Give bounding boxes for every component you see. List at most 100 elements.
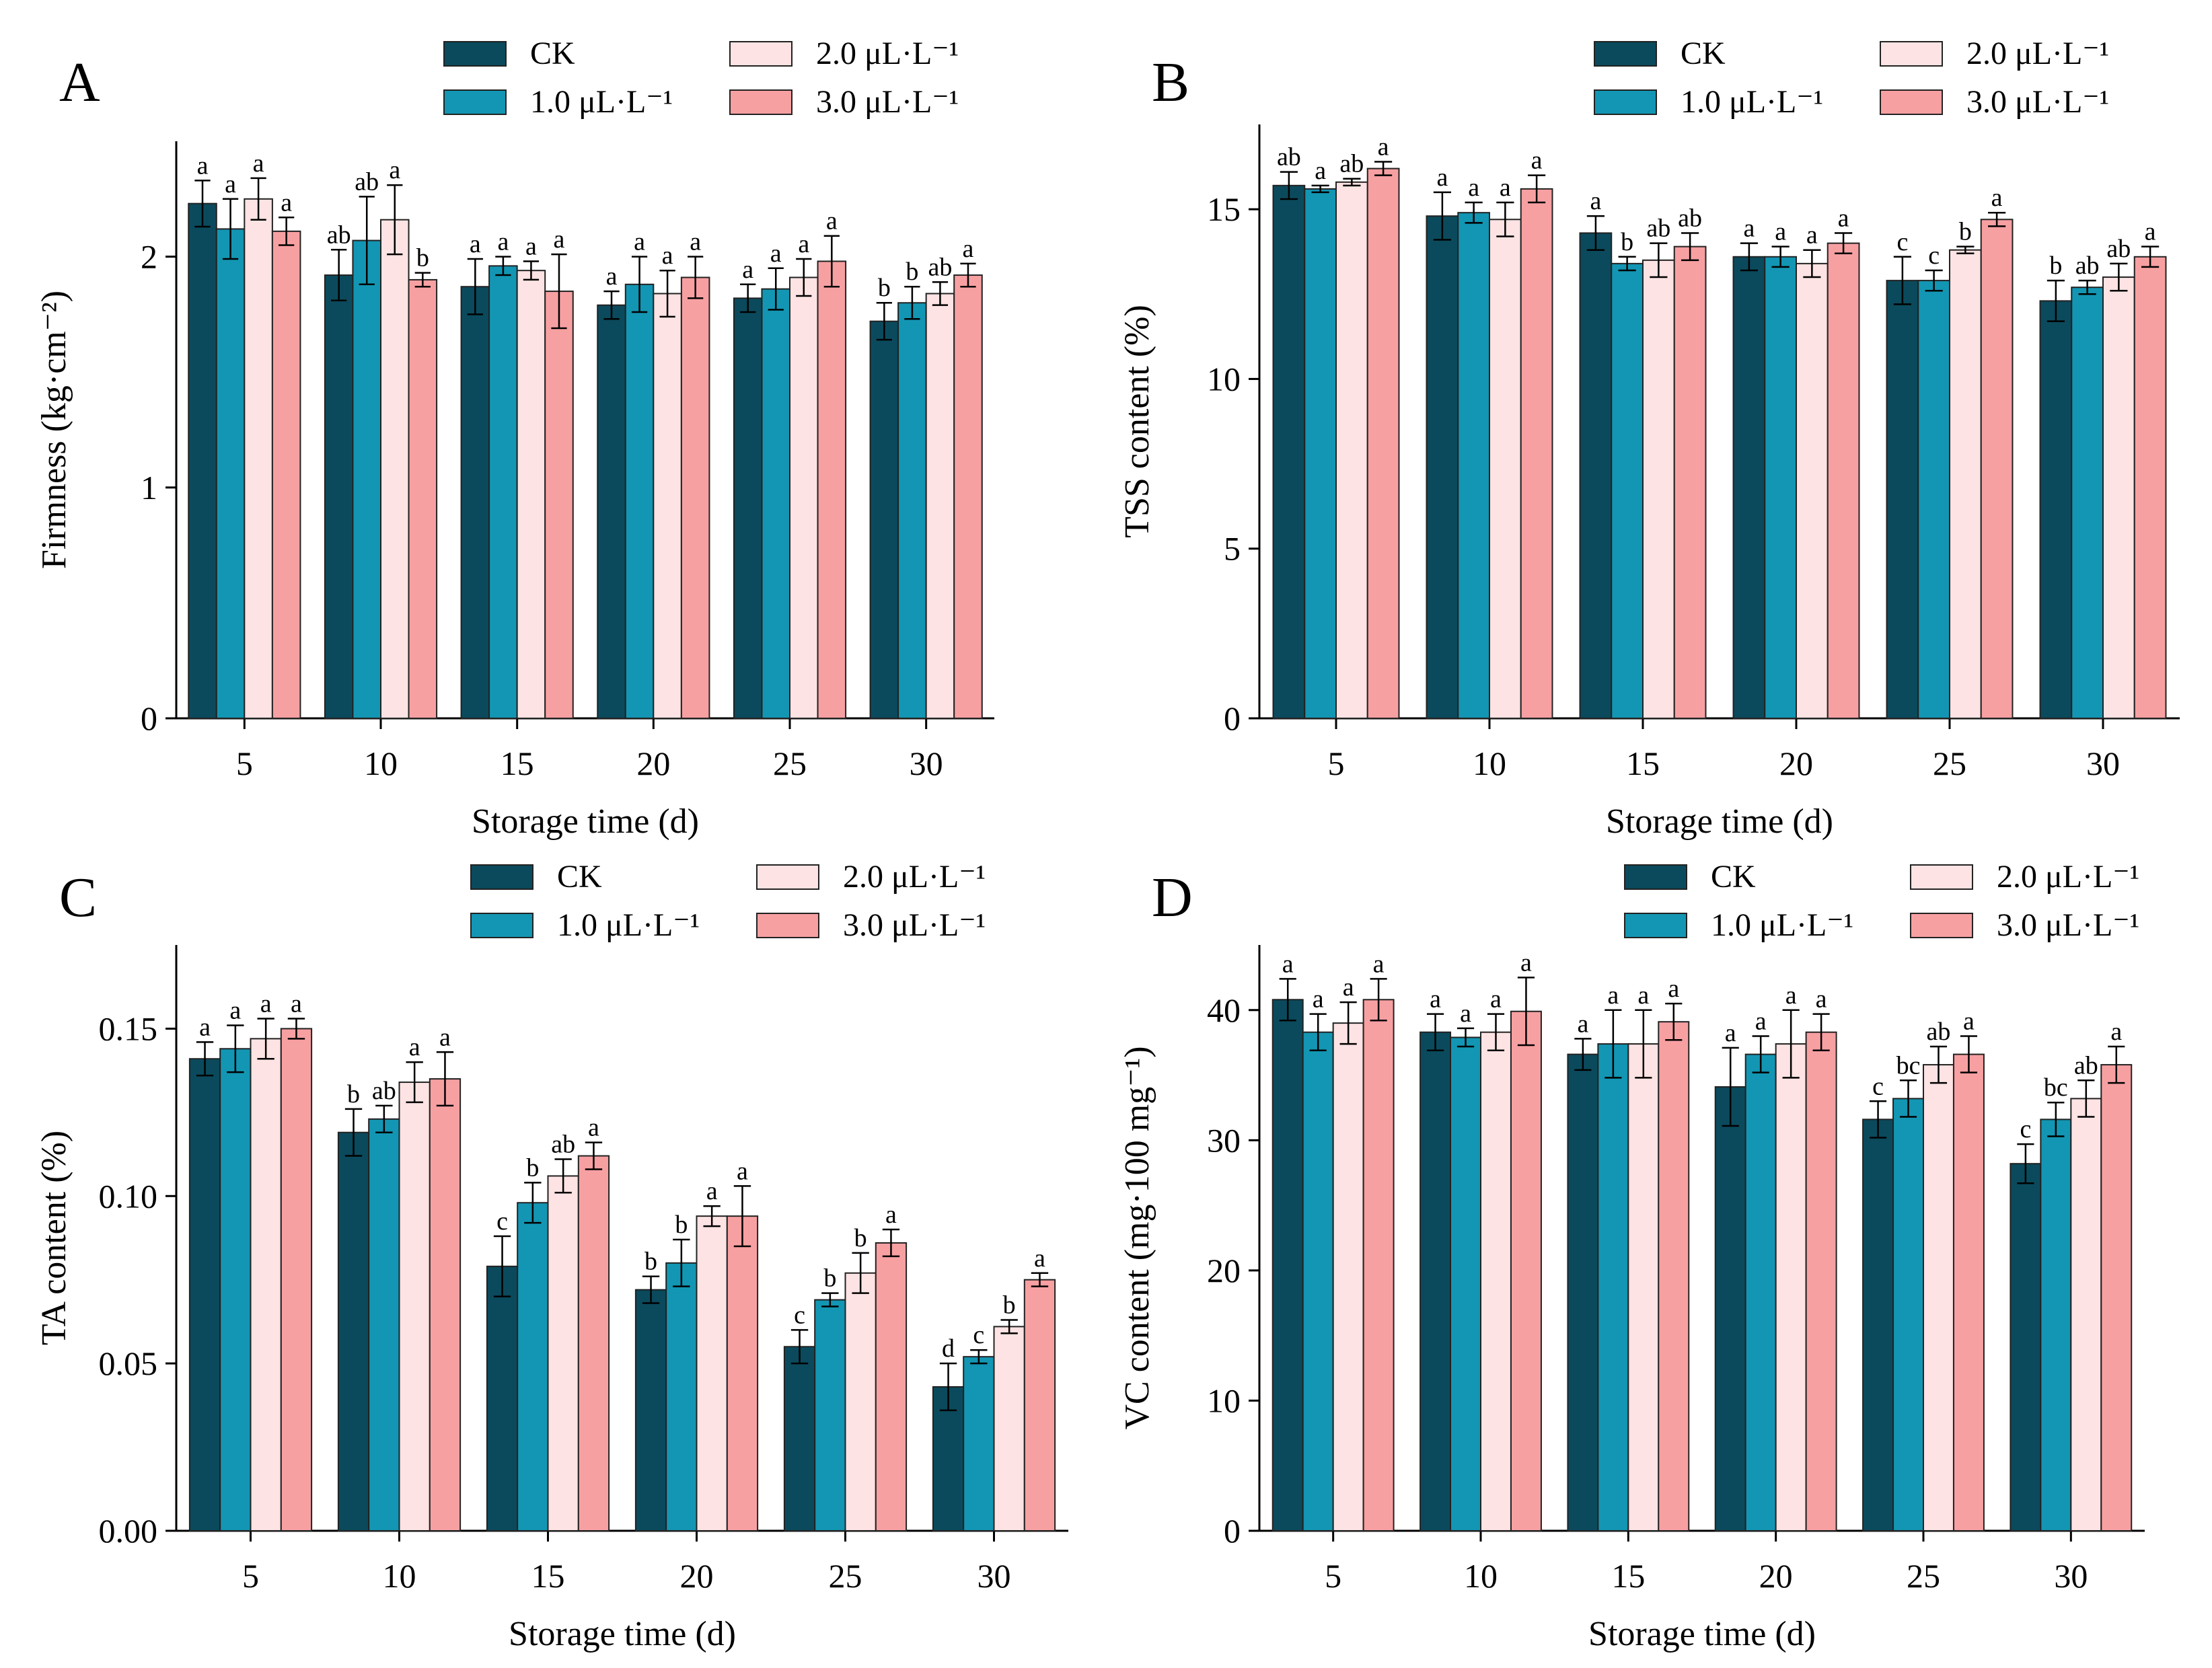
significance-letter: ab bbox=[355, 167, 379, 196]
bar bbox=[1714, 1086, 1746, 1531]
bar bbox=[2102, 276, 2135, 719]
y-tick-label: 0.05 bbox=[99, 1344, 158, 1382]
significance-letter: ab bbox=[1646, 215, 1670, 243]
bar bbox=[1892, 1098, 1924, 1531]
error-bar bbox=[1465, 201, 1483, 224]
bar bbox=[1332, 1022, 1364, 1531]
bar bbox=[1673, 245, 1707, 720]
error-bar bbox=[227, 1024, 244, 1073]
significance-letter: a bbox=[1607, 981, 1619, 1010]
y-tick-label: 10 bbox=[1207, 360, 1241, 397]
significance-letter: a bbox=[606, 262, 618, 291]
bar bbox=[2133, 256, 2167, 720]
bar bbox=[1642, 259, 1675, 720]
bar bbox=[634, 1289, 667, 1532]
error-bar bbox=[1782, 1009, 1800, 1079]
y-tick-label: 0 bbox=[1224, 699, 1241, 737]
x-tick-label: 10 bbox=[1473, 745, 1506, 782]
error-bar bbox=[1370, 978, 1387, 1022]
error-bar bbox=[1487, 1013, 1505, 1052]
error-bar bbox=[852, 1252, 869, 1294]
significance-letter: b bbox=[878, 274, 891, 302]
y-tick-label: 0.10 bbox=[99, 1177, 158, 1215]
significance-letter: a bbox=[439, 1023, 451, 1051]
bar bbox=[1980, 219, 2014, 719]
error-bar bbox=[2047, 1101, 2065, 1137]
bar bbox=[925, 293, 955, 719]
significance-letter: a bbox=[1490, 985, 1502, 1014]
significance-letter: a bbox=[470, 230, 481, 258]
bar bbox=[1520, 188, 1553, 719]
x-tick-label: 30 bbox=[2086, 745, 2120, 782]
bar bbox=[1489, 219, 1522, 719]
bar bbox=[1362, 999, 1395, 1531]
significance-letter: a bbox=[1668, 975, 1679, 1003]
significance-letter: a bbox=[963, 235, 974, 263]
error-bar bbox=[960, 262, 976, 288]
significance-letter: b bbox=[854, 1224, 867, 1252]
bar bbox=[324, 274, 354, 719]
significance-letter: b bbox=[1621, 228, 1633, 256]
bar bbox=[1480, 1031, 1512, 1531]
error-bar bbox=[823, 235, 840, 288]
bar bbox=[1272, 184, 1306, 719]
significance-letter: c bbox=[2020, 1115, 2031, 1143]
legend-swatch bbox=[756, 913, 819, 938]
error-bar bbox=[523, 260, 540, 281]
error-bar bbox=[1988, 211, 2006, 227]
significance-letter: ab bbox=[2075, 252, 2100, 280]
significance-letter: b bbox=[644, 1248, 657, 1276]
x-tick-label: 25 bbox=[1907, 1557, 1940, 1595]
error-bar bbox=[1339, 1001, 1357, 1045]
x-tick-label: 10 bbox=[383, 1557, 416, 1595]
bar bbox=[188, 1058, 221, 1532]
bar bbox=[963, 1356, 995, 1532]
error-bar bbox=[287, 1018, 305, 1040]
bar bbox=[544, 291, 574, 719]
significance-letter: a bbox=[229, 996, 241, 1024]
bar bbox=[352, 239, 381, 719]
error-bar bbox=[250, 177, 266, 221]
legend-swatch bbox=[1624, 913, 1687, 938]
x-tick-label: 10 bbox=[364, 745, 398, 782]
bar bbox=[398, 1082, 431, 1531]
error-bar bbox=[821, 1292, 839, 1307]
error-bar bbox=[2110, 262, 2128, 292]
bar bbox=[680, 276, 710, 720]
error-bar bbox=[882, 1228, 900, 1258]
significance-letter: a bbox=[1838, 204, 1849, 232]
significance-letter: a bbox=[1755, 1007, 1767, 1035]
bar bbox=[783, 1346, 816, 1532]
panel-letter: C bbox=[59, 866, 97, 929]
significance-letter: a bbox=[634, 228, 645, 256]
bar bbox=[1271, 999, 1304, 1531]
y-axis-title: VC content (mg·100 mg⁻¹) bbox=[1118, 1046, 1156, 1429]
x-tick-label: 30 bbox=[978, 1557, 1011, 1595]
error-bar bbox=[467, 258, 483, 315]
legend: CK 1.0 μL·L⁻¹ 2.0 μL·L⁻¹ 3.0 μL·L⁻¹ bbox=[1624, 859, 2139, 943]
error-bar bbox=[524, 1182, 542, 1224]
error-bar bbox=[2047, 279, 2065, 322]
error-bar bbox=[796, 258, 812, 297]
bar bbox=[517, 1202, 549, 1531]
error-bar bbox=[1374, 161, 1393, 176]
error-bar bbox=[740, 283, 756, 313]
significance-letter: ab bbox=[2074, 1051, 2098, 1079]
y-axis-title: TSS content (%) bbox=[1118, 305, 1156, 538]
bar bbox=[875, 1242, 908, 1531]
error-bar bbox=[1618, 256, 1636, 272]
error-bar bbox=[1343, 178, 1361, 187]
error-bar bbox=[603, 290, 620, 320]
significance-letter: c bbox=[1928, 241, 1940, 270]
significance-letter: bc bbox=[1896, 1051, 1921, 1079]
significance-letter: a bbox=[260, 989, 272, 1018]
y-tick-label: 0.00 bbox=[99, 1512, 158, 1550]
error-bar bbox=[1771, 245, 1790, 268]
significance-letter: a bbox=[1637, 981, 1649, 1010]
error-bar bbox=[1812, 1013, 1830, 1052]
significance-letter: a bbox=[1963, 1007, 1975, 1035]
y-tick-label: 40 bbox=[1207, 991, 1241, 1029]
x-tick-label: 5 bbox=[1328, 745, 1345, 782]
bar bbox=[516, 270, 546, 719]
